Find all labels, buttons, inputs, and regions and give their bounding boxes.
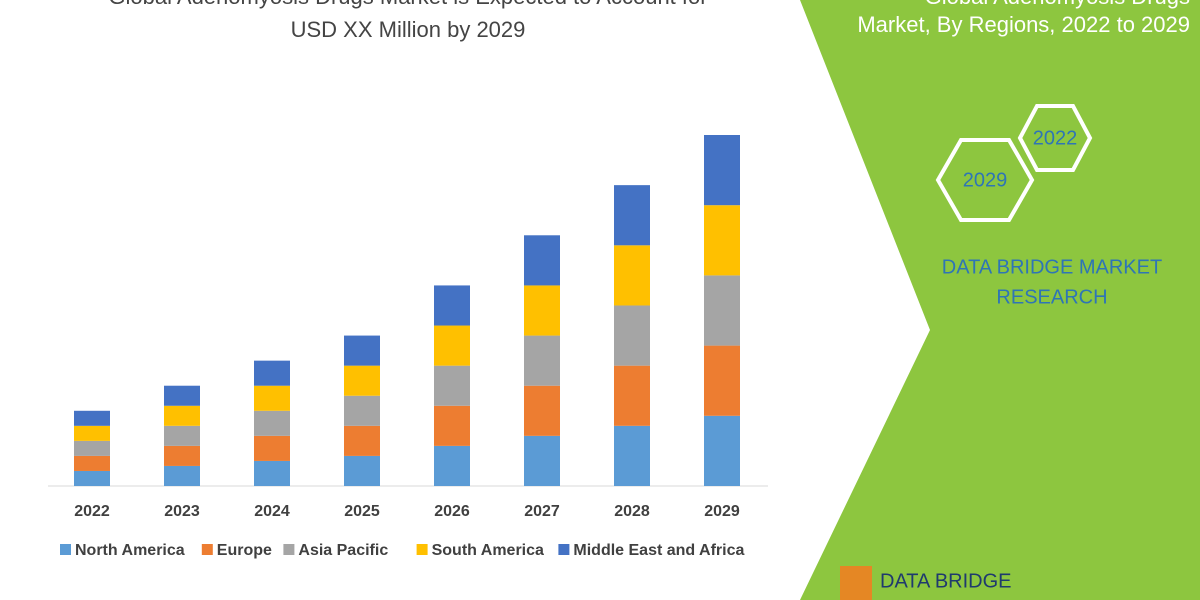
bar-segment xyxy=(74,410,110,426)
chart-title: USD XX Million by 2029 xyxy=(291,17,526,42)
bar-segment xyxy=(434,285,470,326)
bar-segment xyxy=(614,245,650,306)
bar-segment xyxy=(524,335,560,386)
bar-segment xyxy=(434,325,470,366)
legend-label: Asia Pacific xyxy=(298,542,388,559)
bar-segment xyxy=(344,395,380,426)
chart-title: Global Adenomyosis Drugs Market is Expec… xyxy=(108,0,707,9)
legend-label: Middle East and Africa xyxy=(573,542,744,559)
bar-segment xyxy=(254,385,290,411)
bar-segment xyxy=(344,365,380,396)
bar-segment xyxy=(524,235,560,286)
bar-segment xyxy=(704,135,740,206)
x-tick-label: 2027 xyxy=(524,503,560,520)
logo-icon xyxy=(840,566,872,600)
x-tick-label: 2025 xyxy=(344,503,380,520)
bar-segment xyxy=(74,470,110,486)
legend-swatch xyxy=(283,544,295,555)
side-panel-bg xyxy=(800,0,1200,600)
panel-title: Global Adenomyosis Drugs xyxy=(925,0,1190,9)
bar-segment xyxy=(254,435,290,461)
legend-swatch xyxy=(416,544,428,555)
bar-segment xyxy=(74,455,110,471)
x-tick-label: 2022 xyxy=(74,503,110,520)
x-tick-label: 2026 xyxy=(434,503,470,520)
bar-segment xyxy=(434,445,470,486)
bar-segment xyxy=(164,425,200,446)
bar-segment xyxy=(164,385,200,406)
bar-segment xyxy=(344,335,380,366)
bar-segment xyxy=(614,425,650,486)
bar-segment xyxy=(704,345,740,416)
panel-title: Market, By Regions, 2022 to 2029 xyxy=(857,12,1190,37)
logo-text: DATA BRIDGE xyxy=(880,570,1012,592)
hexagon-label: 2022 xyxy=(1033,127,1078,149)
x-tick-label: 2024 xyxy=(254,503,290,520)
hexagon xyxy=(1017,104,1093,172)
bar-segment xyxy=(74,440,110,456)
brand-text: RESEARCH xyxy=(996,286,1107,308)
brand-text: DATA BRIDGE MARKET xyxy=(942,256,1162,278)
bar-segment xyxy=(614,305,650,366)
bar-segment xyxy=(164,445,200,466)
bar-segment xyxy=(524,285,560,336)
x-tick-label: 2029 xyxy=(704,503,740,520)
bar-segment xyxy=(434,365,470,406)
bar-segment xyxy=(434,405,470,446)
bar-segment xyxy=(74,425,110,441)
bar-segment xyxy=(344,425,380,456)
bar-segment xyxy=(164,405,200,426)
legend-swatch xyxy=(201,544,213,555)
bar-segment xyxy=(254,360,290,386)
bar-segment xyxy=(344,455,380,486)
legend-label: North America xyxy=(75,542,185,559)
legend-swatch xyxy=(60,544,71,555)
bar-segment xyxy=(704,205,740,276)
x-tick-label: 2028 xyxy=(614,503,650,520)
bar-segment xyxy=(614,185,650,246)
hexagon-label: 2029 xyxy=(963,169,1008,191)
bar-segment xyxy=(524,385,560,436)
legend-swatch xyxy=(558,544,570,555)
legend-label: South America xyxy=(432,542,544,559)
bar-segment xyxy=(704,275,740,346)
bar-segment xyxy=(254,410,290,436)
bar-segment xyxy=(614,365,650,426)
bar-segment xyxy=(704,415,740,486)
legend-label: Europe xyxy=(217,542,272,559)
bar-segment xyxy=(164,465,200,486)
hexagon xyxy=(935,138,1035,222)
bar-segment xyxy=(254,460,290,486)
x-tick-label: 2023 xyxy=(164,503,200,520)
bar-segment xyxy=(524,435,560,486)
